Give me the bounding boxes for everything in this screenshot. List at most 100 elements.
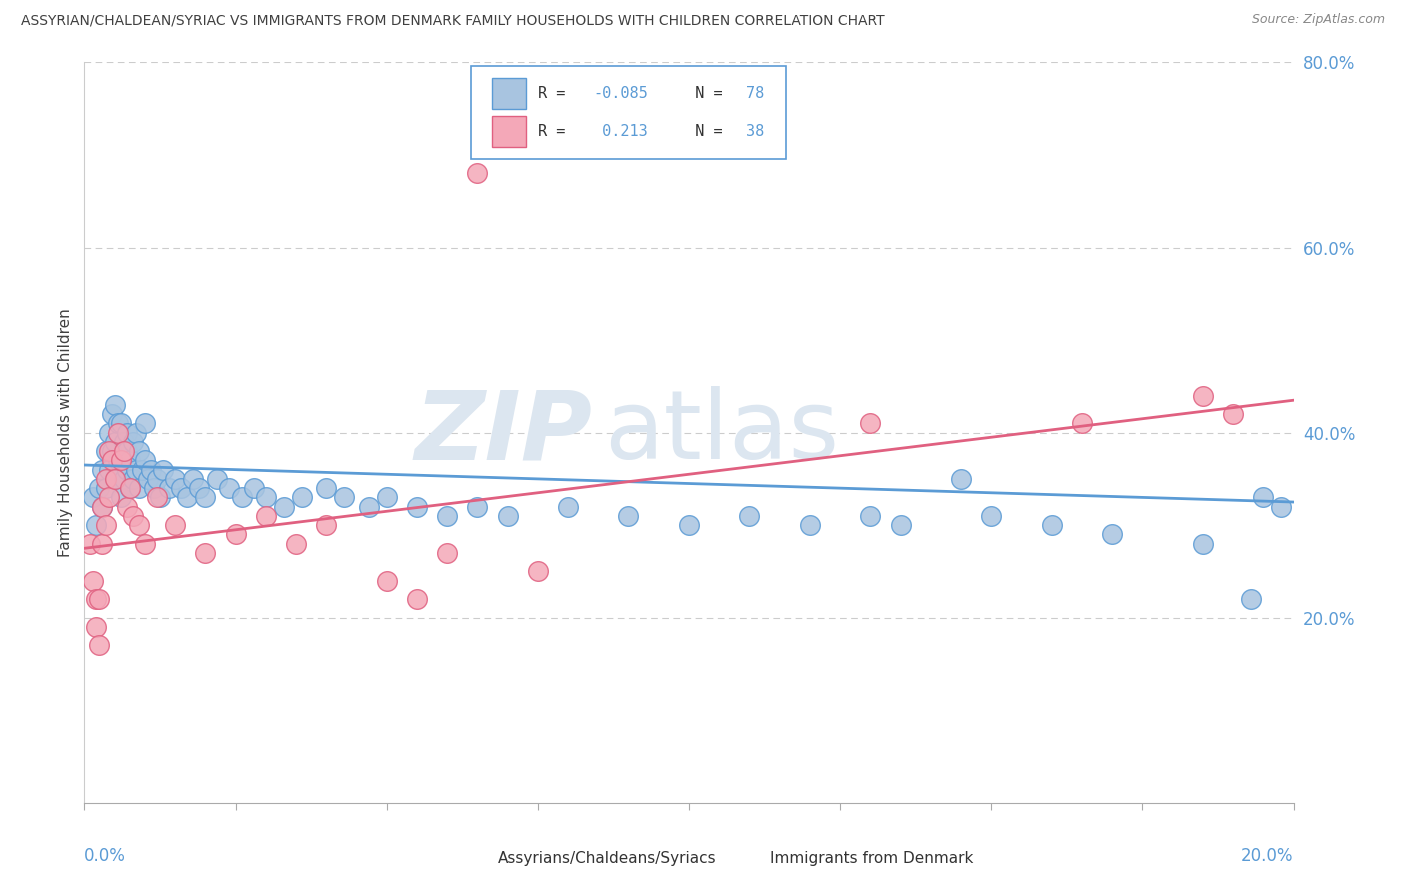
- Point: [91, 500, 114, 514]
- Point: [149, 491, 172, 505]
- Point: [207, 472, 229, 486]
- Point: [1101, 527, 1123, 541]
- Point: [152, 462, 174, 476]
- Text: 78: 78: [745, 87, 763, 101]
- Point: [94, 481, 117, 495]
- Point: [859, 417, 882, 431]
- Point: [242, 481, 264, 495]
- Point: [110, 491, 132, 505]
- Point: [1222, 407, 1244, 421]
- Point: [436, 546, 458, 560]
- Point: [115, 500, 138, 514]
- Point: [527, 565, 550, 579]
- Point: [1240, 592, 1263, 607]
- Point: [79, 536, 101, 550]
- Point: [165, 472, 187, 486]
- FancyBboxPatch shape: [492, 116, 526, 146]
- Point: [82, 574, 104, 588]
- Point: [100, 407, 122, 421]
- Point: [146, 472, 169, 486]
- Point: [194, 491, 217, 505]
- Point: [165, 518, 187, 533]
- Point: [134, 536, 156, 550]
- Point: [678, 518, 700, 533]
- Point: [121, 434, 143, 449]
- Point: [86, 620, 108, 634]
- Point: [254, 508, 277, 523]
- Point: [1192, 536, 1215, 550]
- Point: [97, 462, 120, 476]
- Point: [315, 481, 337, 495]
- Point: [110, 417, 132, 431]
- Point: [97, 425, 120, 440]
- Point: [218, 481, 240, 495]
- Point: [285, 536, 308, 550]
- Point: [375, 491, 398, 505]
- Point: [125, 425, 148, 440]
- Point: [291, 491, 314, 505]
- Point: [125, 462, 148, 476]
- Point: [104, 472, 127, 486]
- Point: [139, 462, 162, 476]
- Point: [82, 491, 104, 505]
- Point: [467, 500, 489, 514]
- Point: [128, 444, 150, 458]
- Point: [86, 592, 108, 607]
- FancyBboxPatch shape: [460, 850, 489, 866]
- Point: [118, 481, 141, 495]
- Point: [333, 491, 356, 505]
- Point: [357, 500, 380, 514]
- Point: [1270, 500, 1292, 514]
- Point: [91, 462, 114, 476]
- Point: [225, 527, 247, 541]
- Point: [799, 518, 821, 533]
- Point: [1253, 491, 1275, 505]
- Text: R =: R =: [538, 124, 574, 138]
- Point: [104, 472, 127, 486]
- Point: [107, 453, 129, 467]
- Point: [950, 472, 973, 486]
- Text: N =: N =: [676, 87, 731, 101]
- Text: ASSYRIAN/CHALDEAN/SYRIAC VS IMMIGRANTS FROM DENMARK FAMILY HOUSEHOLDS WITH CHILD: ASSYRIAN/CHALDEAN/SYRIAC VS IMMIGRANTS F…: [21, 13, 884, 28]
- Point: [112, 444, 135, 458]
- Point: [176, 491, 198, 505]
- FancyBboxPatch shape: [471, 66, 786, 159]
- Point: [315, 518, 337, 533]
- Point: [115, 444, 138, 458]
- Point: [1040, 518, 1063, 533]
- Text: Source: ZipAtlas.com: Source: ZipAtlas.com: [1251, 13, 1385, 27]
- Text: N =: N =: [676, 124, 731, 138]
- Point: [436, 508, 458, 523]
- Text: 20.0%: 20.0%: [1241, 847, 1294, 865]
- Point: [89, 639, 111, 653]
- Point: [89, 481, 111, 495]
- Point: [118, 481, 141, 495]
- Point: [94, 472, 117, 486]
- Point: [146, 491, 169, 505]
- Text: 38: 38: [745, 124, 763, 138]
- Point: [1192, 388, 1215, 402]
- Point: [107, 425, 129, 440]
- Point: [110, 453, 132, 467]
- Point: [890, 518, 912, 533]
- Point: [118, 453, 141, 467]
- Point: [100, 453, 122, 467]
- Point: [131, 462, 153, 476]
- Point: [86, 518, 108, 533]
- Point: [112, 472, 135, 486]
- Point: [859, 508, 882, 523]
- FancyBboxPatch shape: [731, 850, 762, 866]
- Text: 0.0%: 0.0%: [84, 847, 127, 865]
- Point: [181, 472, 204, 486]
- Point: [97, 491, 120, 505]
- Text: ZIP: ZIP: [415, 386, 592, 479]
- Point: [94, 444, 117, 458]
- Point: [110, 453, 132, 467]
- Point: [496, 508, 519, 523]
- Point: [1071, 417, 1094, 431]
- Point: [121, 472, 143, 486]
- Point: [134, 453, 156, 467]
- Point: [104, 398, 127, 412]
- Point: [188, 481, 211, 495]
- Point: [94, 518, 117, 533]
